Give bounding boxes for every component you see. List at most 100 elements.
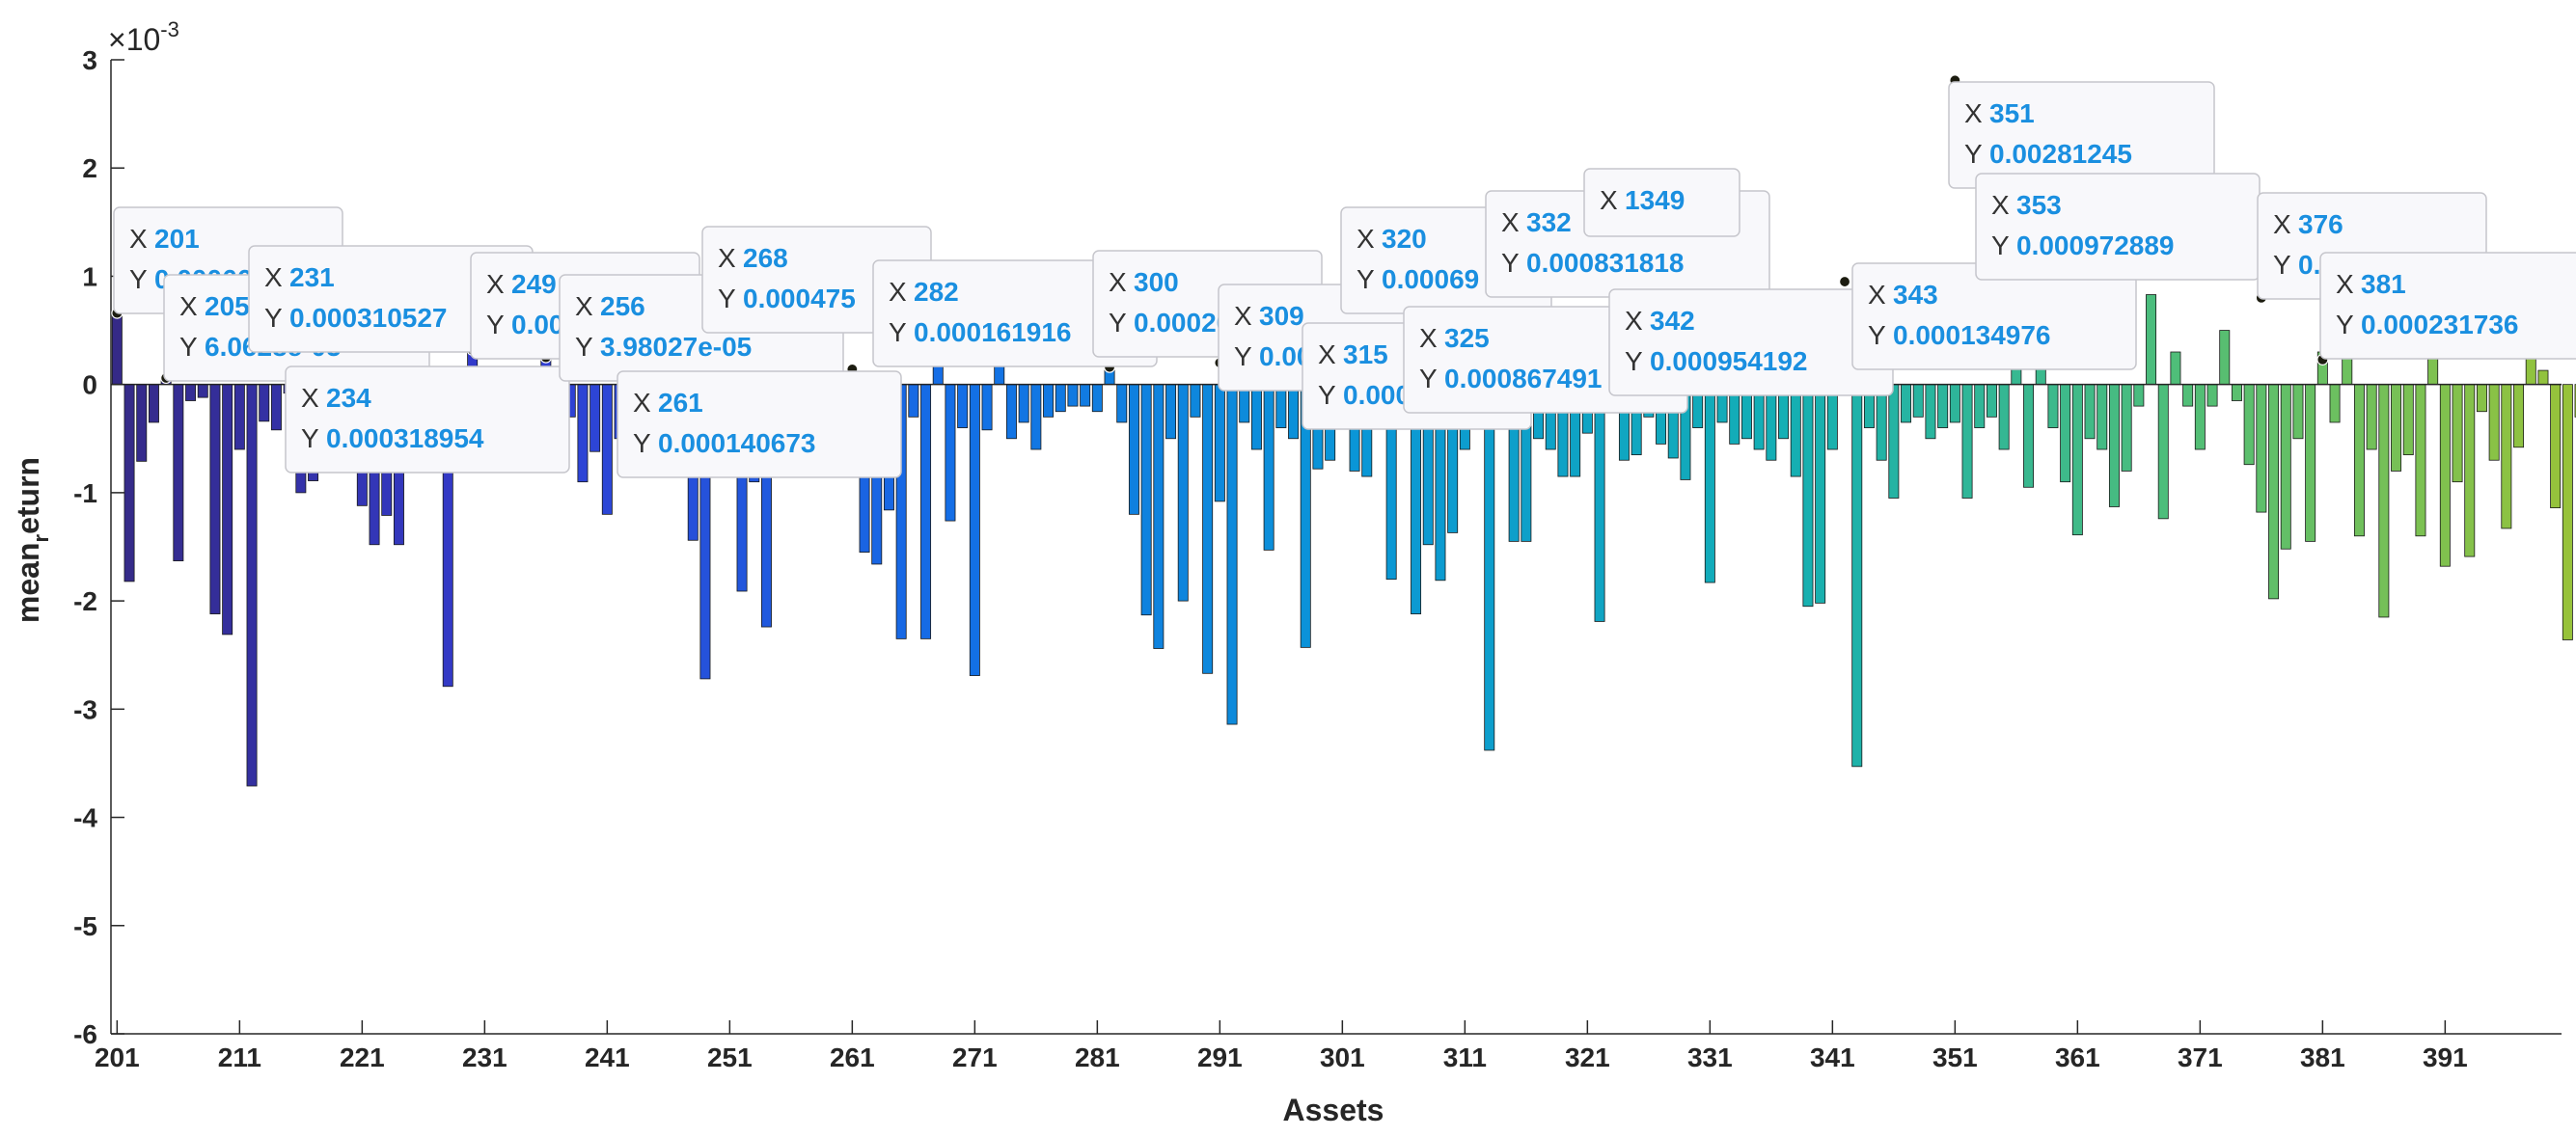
bar-asset-373[interactable] xyxy=(2219,330,2231,386)
bar-asset-387[interactable] xyxy=(2391,384,2402,472)
bar-asset-395[interactable] xyxy=(2488,384,2500,461)
bar-asset-239[interactable] xyxy=(577,384,589,483)
bar-asset-269[interactable] xyxy=(945,384,956,522)
bar-asset-210[interactable] xyxy=(222,384,233,636)
bar-asset-292[interactable] xyxy=(1226,384,1238,725)
bar-asset-353[interactable] xyxy=(1974,384,1986,428)
bar-asset-396[interactable] xyxy=(2501,384,2512,529)
bar-asset-351[interactable] xyxy=(1949,384,1960,423)
bar-asset-347[interactable] xyxy=(1901,384,1912,423)
bar-asset-374[interactable] xyxy=(2231,384,2242,401)
bar-asset-267[interactable] xyxy=(920,384,932,639)
bar-asset-240[interactable] xyxy=(589,384,601,452)
bar-asset-346[interactable] xyxy=(1888,384,1900,499)
bar-asset-295[interactable] xyxy=(1263,384,1274,551)
bar-asset-361[interactable] xyxy=(2071,384,2083,536)
bar-asset-384[interactable] xyxy=(2353,384,2365,537)
bar-asset-371[interactable] xyxy=(2194,384,2206,450)
bar-asset-370[interactable] xyxy=(2182,384,2194,407)
bar-asset-279[interactable] xyxy=(1067,384,1079,407)
bar-asset-275[interactable] xyxy=(1018,384,1029,423)
bar-asset-363[interactable] xyxy=(2096,384,2108,450)
bar-asset-281[interactable] xyxy=(1091,384,1103,413)
bar-asset-343[interactable] xyxy=(1851,384,1863,768)
bar-asset-392[interactable] xyxy=(2452,384,2463,483)
bar-asset-360[interactable] xyxy=(2060,384,2071,483)
bar-asset-366[interactable] xyxy=(2133,384,2145,407)
bar-asset-349[interactable] xyxy=(1925,384,1936,440)
bar-asset-285[interactable] xyxy=(1140,384,1152,616)
bar-asset-277[interactable] xyxy=(1043,384,1055,418)
bar-asset-212[interactable] xyxy=(246,384,258,787)
bar-asset-393[interactable] xyxy=(2464,384,2476,557)
bar-asset-367[interactable] xyxy=(2146,294,2157,386)
bar-asset-280[interactable] xyxy=(1080,384,1091,407)
bar-asset-274[interactable] xyxy=(1005,384,1017,440)
bar-asset-276[interactable] xyxy=(1030,384,1042,450)
bar-asset-352[interactable] xyxy=(1961,384,1973,499)
bar-asset-365[interactable] xyxy=(2121,384,2132,472)
datatip-marker[interactable] xyxy=(1838,275,1851,288)
bar-asset-357[interactable] xyxy=(2023,384,2035,488)
bar-asset-284[interactable] xyxy=(1128,384,1139,515)
bar-asset-382[interactable] xyxy=(2329,384,2341,423)
bar-asset-388[interactable] xyxy=(2402,384,2414,456)
bar-asset-401[interactable] xyxy=(2562,384,2573,640)
bar-asset-278[interactable] xyxy=(1055,384,1066,413)
bar-asset-286[interactable] xyxy=(1153,384,1165,649)
bar-asset-372[interactable] xyxy=(2206,384,2218,407)
bar-asset-208[interactable] xyxy=(197,384,208,398)
bar-asset-359[interactable] xyxy=(2047,384,2059,428)
bar-asset-368[interactable] xyxy=(2157,384,2169,520)
bar-asset-297[interactable] xyxy=(1288,384,1300,440)
bar-asset-379[interactable] xyxy=(2292,384,2304,440)
bar-asset-291[interactable] xyxy=(1214,384,1225,502)
bar-asset-386[interactable] xyxy=(2378,384,2390,618)
bar-asset-203[interactable] xyxy=(136,384,148,462)
bar-asset-201[interactable] xyxy=(111,312,123,386)
bar-asset-397[interactable] xyxy=(2513,384,2525,448)
bar-asset-369[interactable] xyxy=(2170,351,2181,386)
bar-asset-207[interactable] xyxy=(185,384,197,401)
bar-asset-206[interactable] xyxy=(173,384,184,561)
bar-asset-375[interactable] xyxy=(2243,384,2255,466)
bar-asset-271[interactable] xyxy=(969,384,980,676)
bar-asset-202[interactable] xyxy=(123,384,135,582)
bar-asset-355[interactable] xyxy=(1998,384,2010,450)
bar-asset-348[interactable] xyxy=(1912,384,1924,418)
bar-asset-209[interactable] xyxy=(209,384,221,614)
bar-asset-378[interactable] xyxy=(2280,384,2291,550)
datatip-1349[interactable]: X 1349 xyxy=(1583,168,1740,237)
bar-asset-389[interactable] xyxy=(2415,384,2426,537)
bar-asset-399[interactable] xyxy=(2537,369,2549,386)
bar-asset-214[interactable] xyxy=(270,384,282,431)
bar-asset-287[interactable] xyxy=(1165,384,1177,440)
bar-asset-313[interactable] xyxy=(1484,384,1495,751)
bar-asset-338[interactable] xyxy=(1790,384,1801,477)
bar-asset-354[interactable] xyxy=(1986,384,1997,418)
bar-asset-283[interactable] xyxy=(1116,384,1128,423)
bar-asset-211[interactable] xyxy=(233,384,245,450)
bar-asset-385[interactable] xyxy=(2366,384,2377,450)
bar-asset-364[interactable] xyxy=(2108,384,2120,507)
bar-asset-331[interactable] xyxy=(1704,384,1715,583)
bar-asset-322[interactable] xyxy=(1594,384,1605,622)
bar-asset-288[interactable] xyxy=(1177,384,1189,602)
bar-asset-339[interactable] xyxy=(1802,384,1814,608)
bar-asset-350[interactable] xyxy=(1937,384,1949,428)
bar-asset-289[interactable] xyxy=(1190,384,1201,418)
bar-asset-270[interactable] xyxy=(957,384,969,428)
bar-asset-380[interactable] xyxy=(2305,384,2316,542)
bar-asset-241[interactable] xyxy=(601,384,613,515)
bar-asset-377[interactable] xyxy=(2268,384,2280,600)
bar-asset-402[interactable] xyxy=(2574,384,2576,418)
bar-asset-340[interactable] xyxy=(1815,384,1826,604)
bar-asset-400[interactable] xyxy=(2550,384,2562,509)
